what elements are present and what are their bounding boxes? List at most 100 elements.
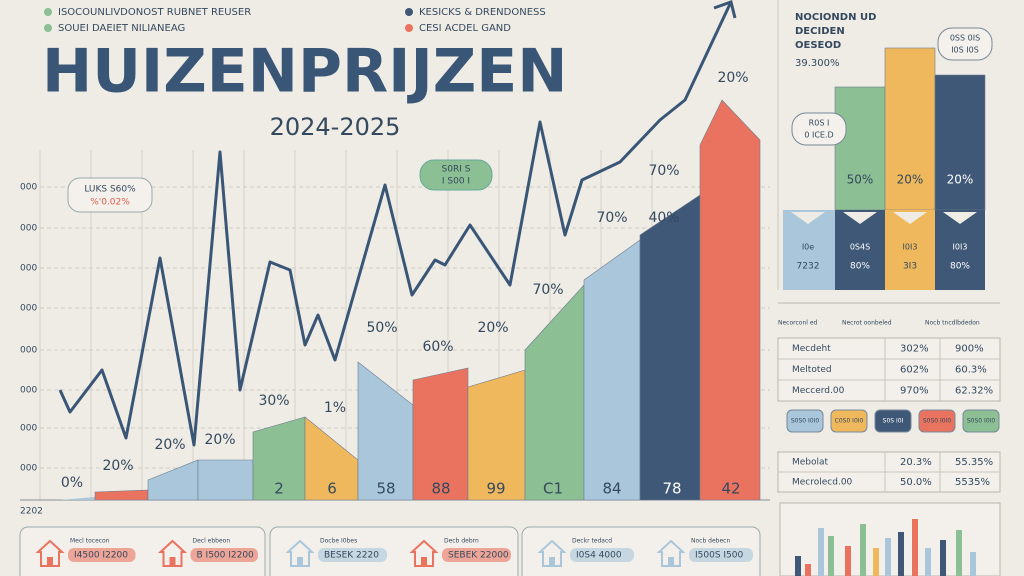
label: %'0.02% [90,198,130,208]
mini-bar [818,528,824,576]
label: 900% [955,344,984,355]
house-door [169,557,176,566]
label: 84 [602,480,621,498]
label: 5535% [955,477,990,488]
house-door [47,557,53,566]
mini-bar [860,524,866,576]
mini-bar [795,556,801,576]
label: Nocb tncdlbdedon [925,320,980,327]
notch [791,212,825,224]
label: 20% [204,432,235,448]
label: 80% [850,262,870,272]
label: 20% [717,70,748,86]
tag [190,548,258,562]
mini-bar [970,552,976,576]
label: BESEK 2220 [324,551,379,561]
legend-dot [405,8,413,16]
label: 99 [486,480,505,498]
label: DECIDEN [795,26,845,37]
label: 7232 [797,262,820,272]
label: 70% [596,210,627,226]
mini-bar [956,530,962,576]
area [60,497,95,500]
chip [874,409,912,433]
notch [943,212,977,224]
label: Docbe I0bes [320,538,357,545]
label: 60% [422,339,453,355]
tag [442,548,511,562]
label: ISOCOUNLIVDONOST RUBNET REUSER [58,7,251,18]
label: I0I3 [903,243,918,252]
house-door [549,557,555,566]
label: 2 [274,480,284,498]
table [777,337,1001,402]
label: NOCIONDN UD [795,12,876,23]
strip [783,210,835,290]
label: S0S0 I0I0 [967,418,996,425]
label: OESEOD [795,40,841,51]
label: 20.3% [900,457,932,468]
label: KESICKS & DRENDONESS [419,7,546,18]
label: Necrot oonbeled [842,320,892,327]
label: Meltoted [792,365,832,375]
label: I0S4 4000 [576,551,622,561]
mini-bar [885,538,891,576]
house-door [297,557,303,566]
label: 2202 [20,507,43,517]
chip [830,409,868,433]
label: 1% [324,400,346,416]
label: 0 ICE.D [804,131,833,140]
label: 42 [721,480,740,498]
tag [68,548,136,562]
label: Mecdeht [792,344,831,354]
label: CESI ACDEL GAND [419,23,511,34]
label: I4500 I2200 [74,551,128,561]
label: 78 [662,480,681,498]
label: 50% [847,173,874,187]
label: SOUEI DAEIET NILIANEAG [58,23,185,34]
label: 20% [477,320,508,336]
label: 60.3% [955,365,987,376]
card [19,526,266,576]
label: S0RI S [442,165,471,175]
house-door [421,557,427,566]
label: Meccerd.00 [792,386,845,396]
label: 0S4S [850,243,870,252]
label: 20% [897,173,924,187]
label: I S00 I [442,177,470,187]
label: LUKS S60% [84,185,136,195]
label: Mebolat [792,458,829,468]
label: I500S I500 [695,551,744,561]
label: 39.300% [795,58,840,69]
column [197,459,254,501]
label: 302% [900,344,929,355]
house-icon [409,539,439,567]
label: 50.0% [900,477,932,488]
column [94,489,149,501]
label: 70% [648,163,679,179]
label: Mecrolecd.00 [792,478,853,488]
mini-bar [873,548,879,576]
label: 80% [950,262,970,272]
label: 20% [154,437,185,453]
label: S0S0 I0I0 [791,418,820,425]
mini-bar [940,540,946,576]
notch [893,212,927,224]
column [699,99,761,501]
tag [570,548,634,562]
label: 6 [327,480,337,498]
label: 88 [431,480,450,498]
label: C0S0 I0I0 [835,418,864,425]
column [639,194,701,501]
bubble [937,27,993,61]
card [269,526,519,576]
label: 000 [20,346,37,356]
label: 000 [20,464,37,474]
label: Decb debrn [444,538,479,545]
column [583,239,641,501]
trend-line [58,3,732,447]
label: 62.32% [955,386,993,397]
house-icon [537,539,567,567]
label: 000 [20,183,37,193]
